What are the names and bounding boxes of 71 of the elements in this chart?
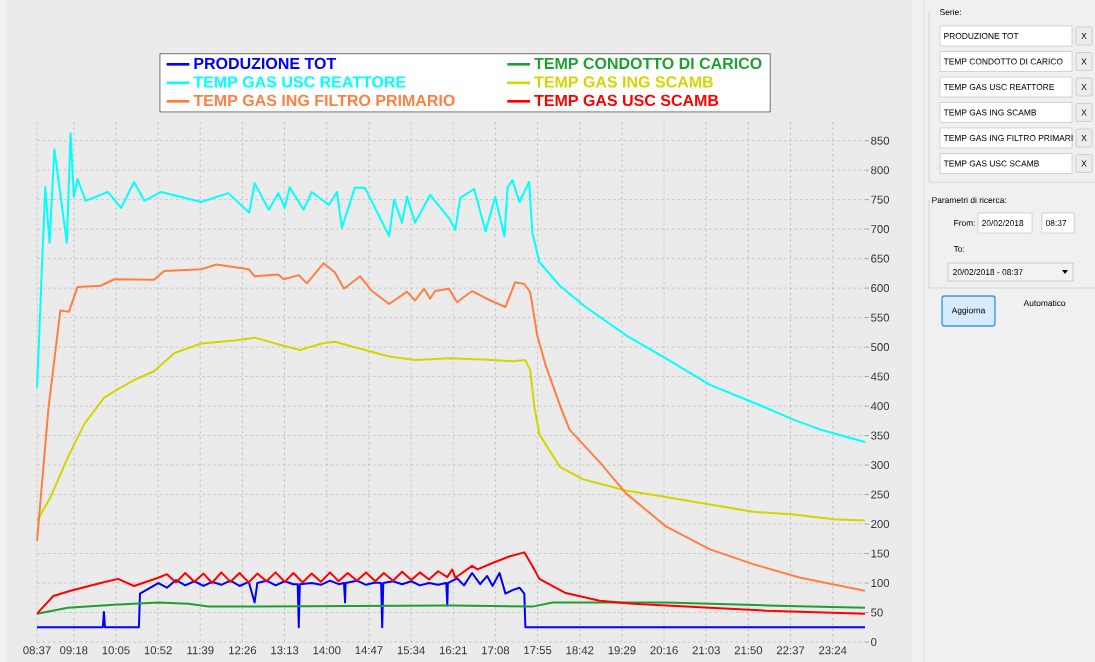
text: Serie: <box>939 8 961 16</box>
x-tick-label: 13:13 <box>271 646 299 655</box>
text: TEMP GAS ING FILTRO PRIMARI <box>943 135 1073 141</box>
y-tick-label: 800 <box>871 166 890 175</box>
text: TEMP CONDOTTO DI CARICO <box>943 58 1063 65</box>
x-tick-label: 20:16 <box>650 646 678 655</box>
x-tick-label: 21:50 <box>734 646 763 655</box>
legend-label: TEMP GAS ING SCAMB <box>534 76 713 88</box>
text: X <box>1081 58 1087 65</box>
text: From: <box>954 220 975 226</box>
legend-label: TEMP GAS USC SCAMB <box>534 94 719 107</box>
legend-label: TEMP CONDOTTO DI CARICO <box>534 57 762 70</box>
text: 08:37 <box>1045 220 1067 226</box>
x-tick-label: 17:08 <box>482 646 510 655</box>
x-tick-label: 22:37 <box>776 646 805 655</box>
text: 20/02/2018 - 08:37 <box>953 268 1023 276</box>
y-tick-label: 250 <box>871 490 890 499</box>
y-tick-label: 200 <box>871 520 890 529</box>
legend-label: TEMP GAS ING FILTRO PRIMARIO <box>193 94 455 107</box>
text: X <box>1081 135 1087 141</box>
text: 20/02/2018 <box>982 219 1024 227</box>
y-tick-label: 700 <box>871 225 890 234</box>
line-series <box>36 551 867 615</box>
text: Aggiorna <box>951 307 986 315</box>
text: Parametri di ricerca: <box>932 196 1006 204</box>
text: Automatico <box>1023 299 1066 307</box>
text: X <box>1081 160 1087 167</box>
text: TEMP GAS USC REATTORE <box>943 84 1055 90</box>
text: X <box>1081 109 1087 116</box>
y-tick-label: 650 <box>871 254 890 263</box>
y-tick-label: 500 <box>871 343 890 352</box>
x-tick-label: 09:18 <box>60 646 88 655</box>
y-tick-label: 150 <box>871 549 890 558</box>
y-tick-label: 100 <box>871 579 890 588</box>
line-series <box>36 571 867 629</box>
x-tick-label: 14:47 <box>355 646 383 655</box>
line-series <box>36 601 867 615</box>
x-tick-label: 17:55 <box>524 646 552 655</box>
x-tick-label: 14:00 <box>313 646 341 655</box>
y-tick-label: 350 <box>871 431 890 440</box>
y-tick-label: 300 <box>871 461 890 470</box>
text: X <box>1081 84 1087 90</box>
x-tick-label: 23:24 <box>819 646 847 655</box>
x-tick-label: 08:37 <box>23 646 51 655</box>
y-tick-label: 850 <box>871 136 890 145</box>
text: TEMP GAS ING SCAMB <box>943 109 1037 116</box>
y-tick-label: 450 <box>870 372 890 381</box>
x-tick-label: 15:34 <box>397 646 425 655</box>
text: To: <box>953 246 965 252</box>
text: X <box>1081 33 1087 39</box>
text: PRODUZIONE TOT <box>944 33 1019 39</box>
x-tick-label: 11:39 <box>187 646 214 655</box>
x-tick-label: 19:29 <box>608 646 636 655</box>
legend-label: TEMP GAS USC REATTORE <box>193 76 406 88</box>
line-series <box>36 336 867 523</box>
y-tick-label: 0 <box>871 638 877 647</box>
x-tick-label: 12:26 <box>229 646 257 655</box>
legend-label: PRODUZIONE TOT <box>194 57 337 70</box>
x-tick-label: 10:05 <box>102 646 130 655</box>
y-tick-label: 600 <box>871 284 890 293</box>
line-series <box>36 132 867 444</box>
line-series <box>36 262 867 592</box>
y-tick-label: 550 <box>871 313 890 322</box>
y-tick-label: 750 <box>871 195 890 204</box>
x-tick-label: 16:21 <box>439 646 467 655</box>
x-tick-label: 18:42 <box>566 646 594 655</box>
y-tick-label: 400 <box>870 402 890 411</box>
x-tick-label: 10:52 <box>144 646 172 655</box>
y-tick-label: 50 <box>871 608 883 617</box>
x-tick-label: 21:03 <box>692 646 720 655</box>
text: TEMP GAS USC SCAMB <box>943 160 1039 167</box>
